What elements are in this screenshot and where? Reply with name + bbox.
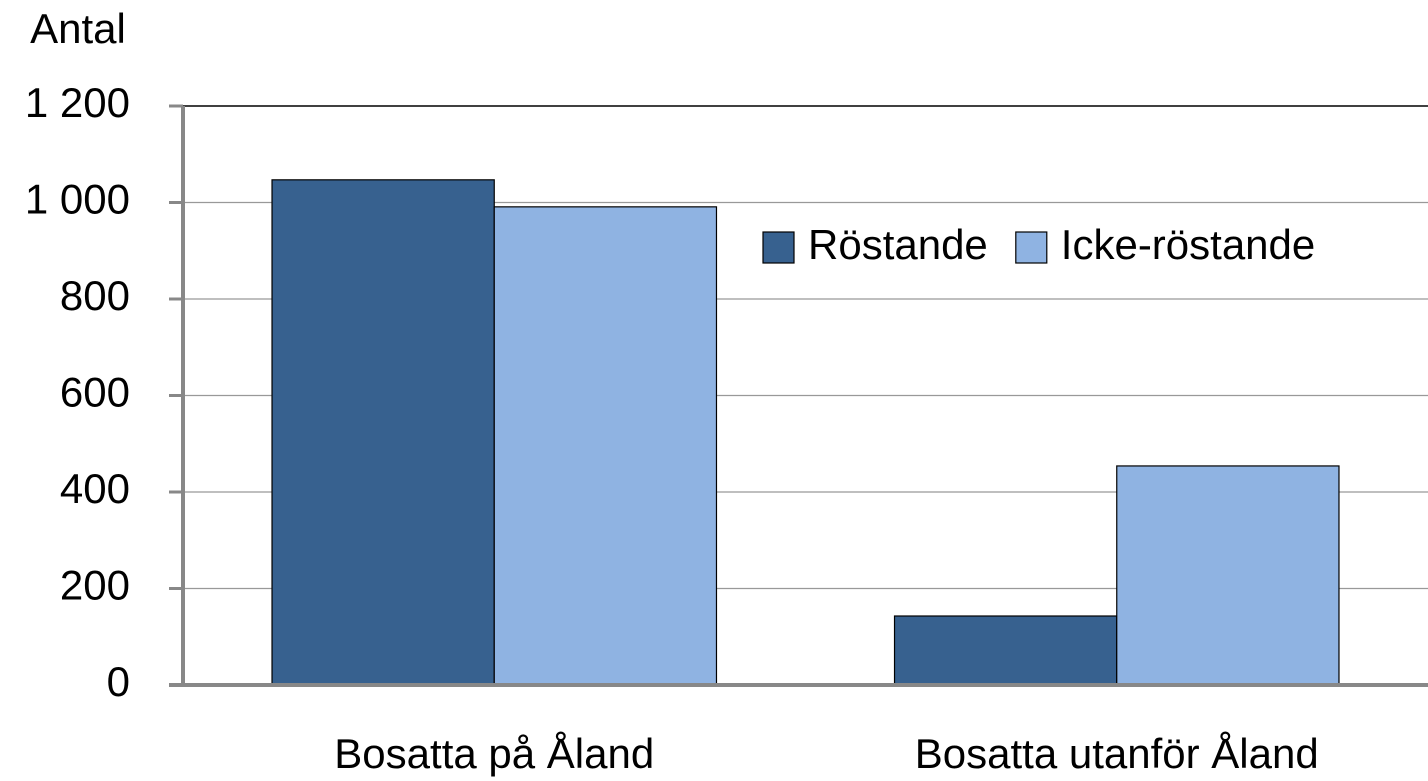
y-tick-label: 200 (60, 562, 130, 609)
x-tick-label: Bosatta utanför Åland (915, 730, 1319, 777)
legend-swatch (1015, 231, 1048, 264)
y-tick-label: 600 (60, 369, 130, 416)
y-axis-label: Antal (30, 5, 126, 52)
y-tick-label: 400 (60, 465, 130, 512)
y-tick-label: 800 (60, 272, 130, 319)
x-tick-label: Bosatta på Åland (334, 730, 654, 777)
bar (893, 615, 1118, 686)
bar (1116, 465, 1340, 686)
legend-label: Röstande (808, 221, 988, 268)
bar (493, 206, 718, 686)
y-tick-label: 1 000 (25, 176, 130, 223)
legend-swatch (762, 231, 795, 264)
bar (271, 179, 495, 686)
legend-label: Icke-röstande (1061, 221, 1315, 268)
y-tick-label: 1 200 (25, 79, 130, 126)
y-tick-label: 0 (107, 658, 130, 705)
